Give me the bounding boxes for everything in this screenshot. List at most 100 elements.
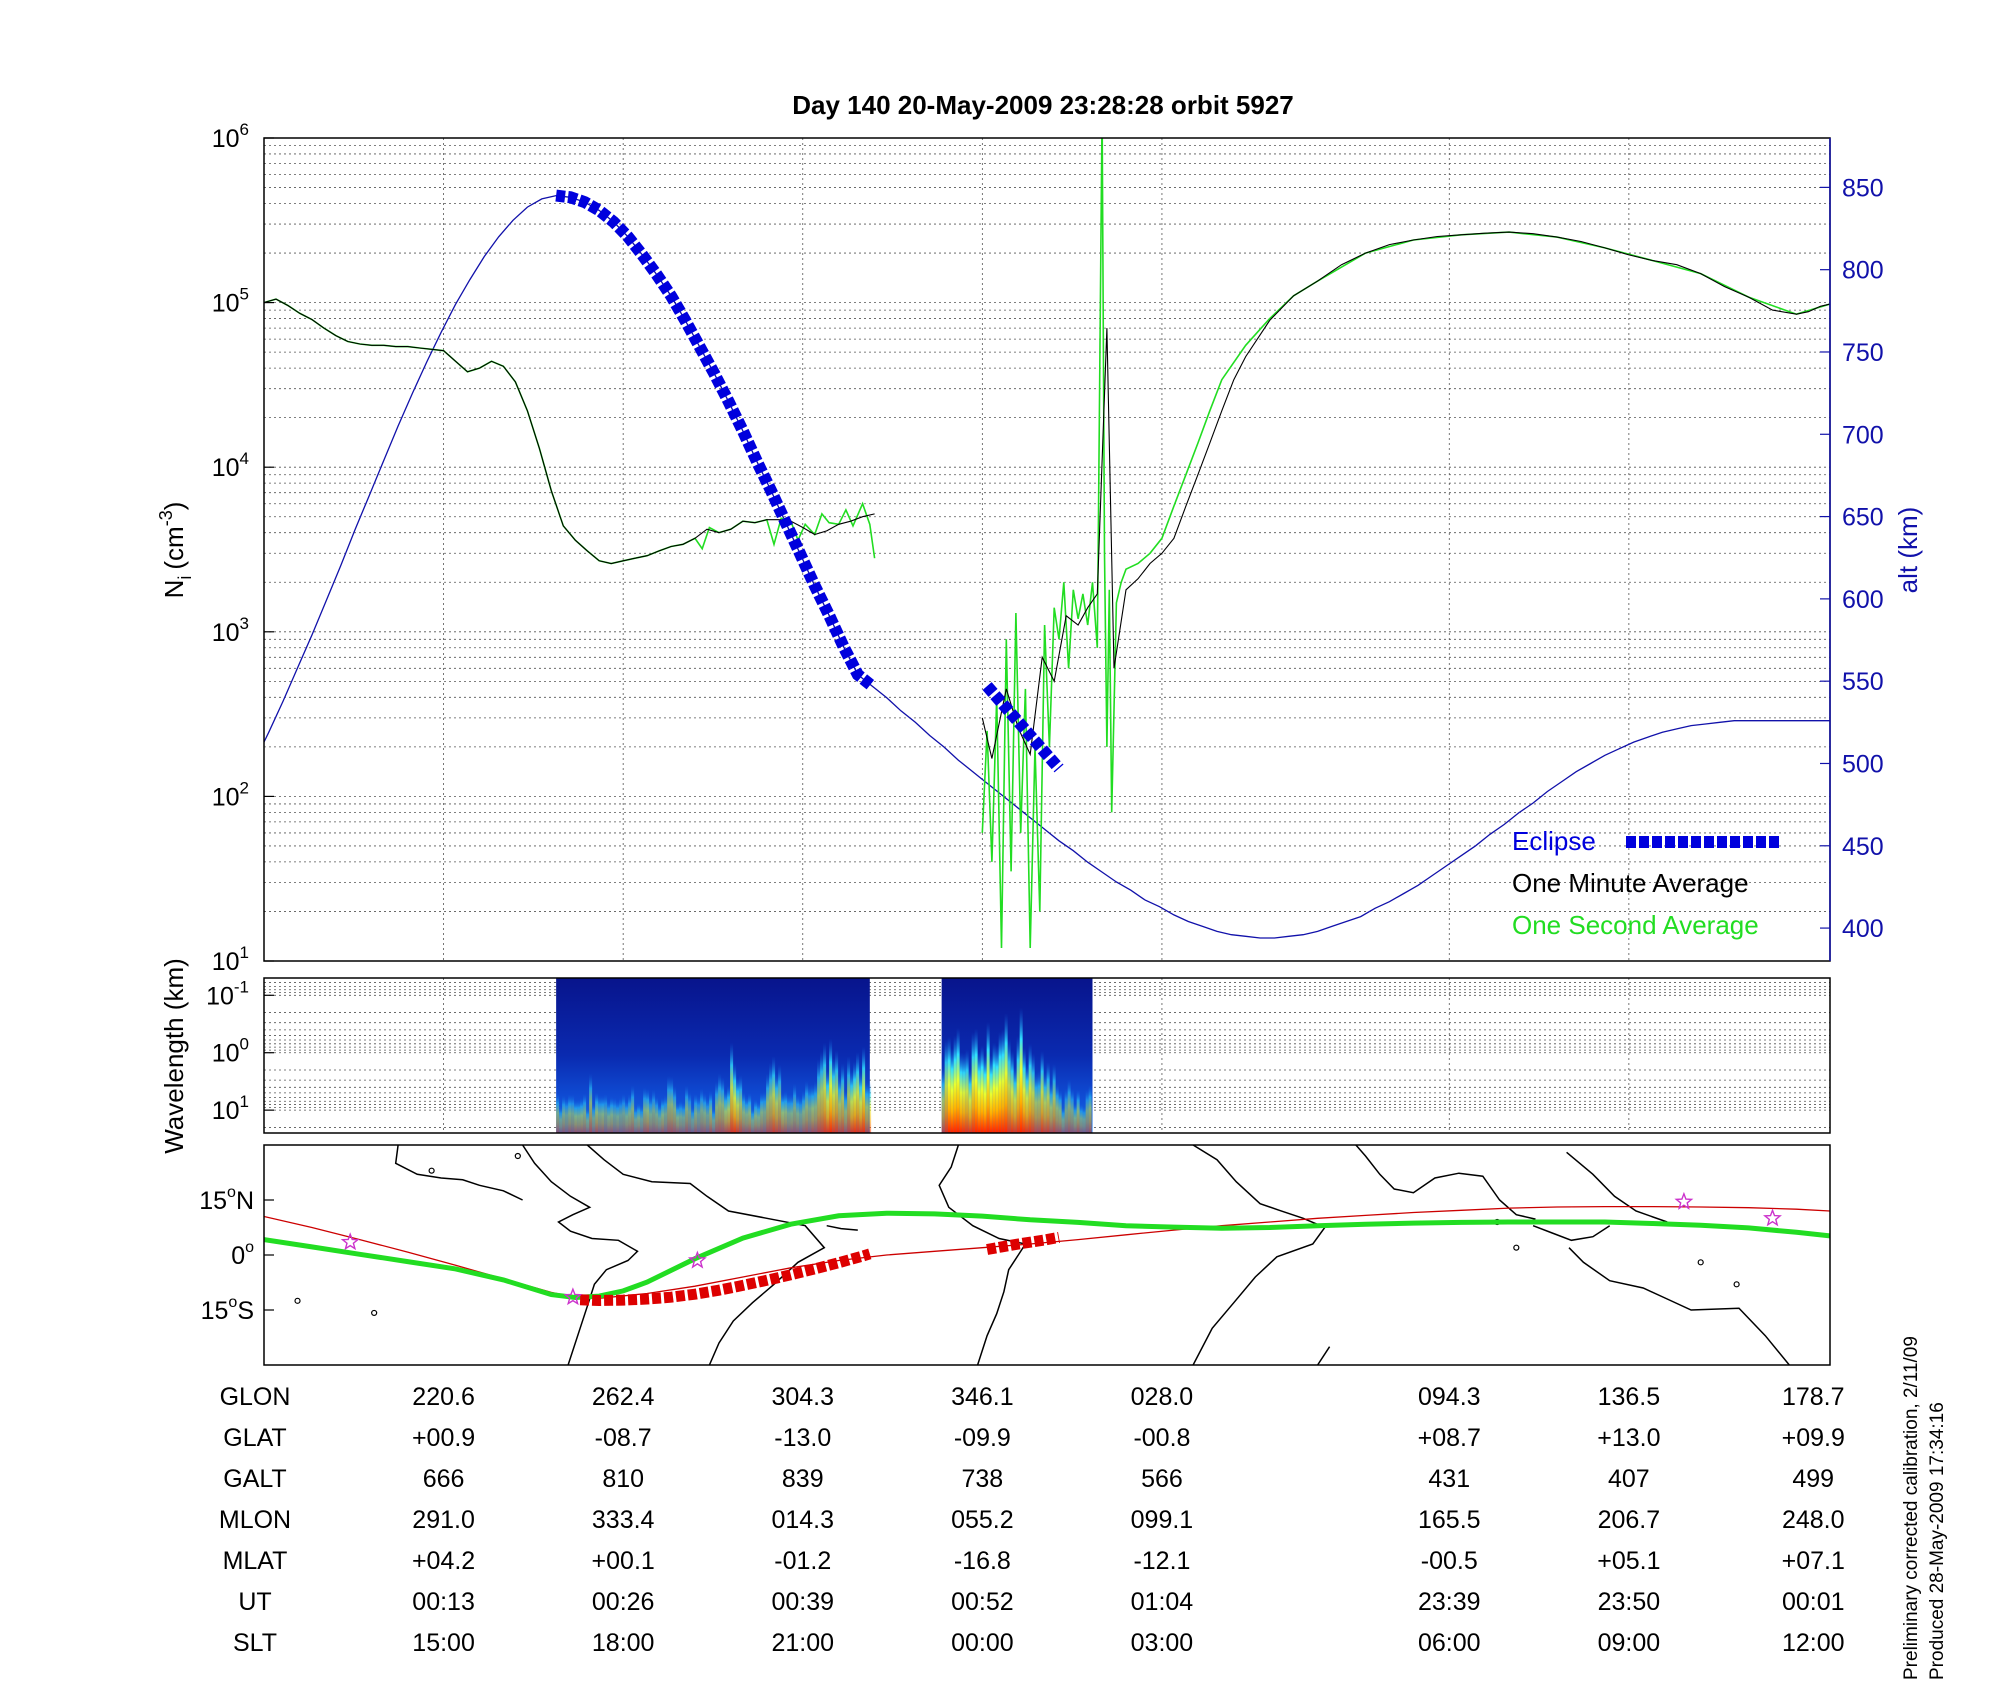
ion-density-grid <box>264 138 1830 962</box>
spectrogram-column <box>856 1051 860 1133</box>
ground-track-frame <box>263 1144 1831 1366</box>
spectrogram-column <box>562 1095 566 1133</box>
spectrogram-column <box>793 1083 797 1133</box>
table-cell: +07.1 <box>1782 1547 1845 1575</box>
table-cell: 00:39 <box>771 1588 834 1616</box>
spectrogram-column <box>748 1092 752 1133</box>
spectrogram-column <box>965 1049 969 1133</box>
coastline <box>1355 1145 1536 1220</box>
coastline <box>826 1224 858 1231</box>
table-cell: 03:00 <box>1131 1629 1194 1657</box>
spectrogram-column <box>1067 1079 1071 1133</box>
ion-density-y-tick-label: 105 <box>212 285 249 318</box>
spectrogram-column <box>622 1093 626 1133</box>
spectrogram-column <box>754 1099 758 1133</box>
spectrogram-column <box>781 1092 785 1133</box>
table-cell: 333.4 <box>592 1506 655 1534</box>
table-cell: 06:00 <box>1418 1629 1481 1657</box>
tick-base: 10 <box>212 1097 240 1125</box>
spectrogram-column <box>790 1093 794 1133</box>
spectrogram-column <box>971 1032 975 1133</box>
table-cell: 178.7 <box>1782 1383 1845 1411</box>
table-cell: 15:00 <box>412 1629 475 1657</box>
spectrogram-column <box>980 1045 984 1133</box>
table-cell: 262.4 <box>592 1383 655 1411</box>
spectrogram-column <box>989 1055 993 1133</box>
spectrogram-column <box>992 1042 996 1133</box>
spectrogram-column <box>826 1070 830 1133</box>
tick-exponent: -1 <box>234 977 249 996</box>
coastline <box>394 1145 523 1201</box>
spectrogram-column <box>598 1095 602 1133</box>
one-minute-average-line-2 <box>981 231 1830 759</box>
coastline <box>1532 1224 1611 1242</box>
tick-base: 10 <box>206 982 234 1010</box>
spectrogram-column <box>577 1099 581 1133</box>
spectrogram-column <box>745 1095 749 1133</box>
spectrogram-column <box>640 1105 644 1133</box>
table-cell: -09.9 <box>954 1424 1011 1452</box>
spectrogram-column <box>1007 1038 1011 1133</box>
table-cell: -01.2 <box>774 1547 831 1575</box>
spectrogram-column <box>1037 1070 1041 1133</box>
spectrogram-column <box>769 1062 773 1133</box>
spectrogram-column <box>604 1093 608 1133</box>
table-cell: 014.3 <box>771 1506 834 1534</box>
spectrogram-column <box>673 1085 677 1133</box>
spectrogram-column <box>974 1028 978 1133</box>
spectrogram-column <box>1085 1089 1089 1133</box>
spectrogram-column <box>625 1099 629 1133</box>
table-row-label: MLON <box>219 1506 291 1534</box>
orbit-parameter-table: GLON 220.6 262.4 304.3 346.1 028.0 094.3 136.5 1… <box>219 1383 1845 1657</box>
table-cell: 666 <box>423 1465 465 1493</box>
spectrogram-column <box>634 1106 638 1133</box>
spectrogram-column <box>757 1101 761 1133</box>
spectrogram-column <box>667 1075 671 1133</box>
spectrogram-column <box>1088 1084 1092 1133</box>
table-row-label: GALT <box>223 1465 286 1493</box>
spectrogram-column <box>586 1108 590 1133</box>
spectrogram-column <box>1061 1106 1065 1133</box>
spectrogram-column <box>796 1094 800 1133</box>
island <box>428 1167 435 1174</box>
spectrogram-column <box>844 1090 848 1133</box>
spectrogram-column <box>691 1106 695 1133</box>
spectrogram-column <box>613 1097 617 1133</box>
table-cell: +00.1 <box>592 1547 655 1575</box>
spectrogram-column <box>847 1056 851 1133</box>
spectrogram-column <box>763 1090 767 1133</box>
lat-degree: o <box>227 1184 236 1201</box>
spectrogram-column <box>565 1097 569 1133</box>
wavelength-grid <box>264 977 1830 1133</box>
spectrogram-column <box>1022 1047 1026 1133</box>
satellite-track-line <box>264 1210 1830 1301</box>
table-cell: 028.0 <box>1131 1383 1194 1411</box>
altitude-y-label: alt (km) <box>1893 507 1923 594</box>
wavelength-y-label: Wavelength (km) <box>159 958 189 1154</box>
spectrogram-column <box>1052 1063 1056 1133</box>
ylabel-sup: -3 <box>156 510 176 526</box>
coastline <box>1566 1151 1668 1223</box>
table-cell: 01:04 <box>1131 1588 1194 1616</box>
altitude-y-tick-label: 500 <box>1842 750 1884 778</box>
spectrogram-column <box>724 1090 728 1133</box>
spectrogram-column <box>1001 1028 1005 1133</box>
spectrogram-column <box>685 1085 689 1133</box>
spectrogram-column <box>742 1091 746 1133</box>
ground-track-plot <box>264 1191 1830 1307</box>
spectrogram-column <box>559 1106 563 1133</box>
ion-density-y-tick-label: 104 <box>212 449 249 482</box>
spectrogram-column <box>739 1075 743 1133</box>
spectrogram-column <box>574 1099 578 1133</box>
table-cell: 248.0 <box>1782 1506 1845 1534</box>
table-cell: -00.5 <box>1421 1547 1478 1575</box>
wavelength-y-tick-label: 100 <box>212 1035 249 1068</box>
altitude-y-ticks: 400 450 500 550 600 650 700 750 800 850 <box>1820 174 1884 943</box>
spectrogram-column <box>862 1046 866 1133</box>
spectrogram-column <box>760 1091 764 1133</box>
lat-value: 15 <box>201 1297 229 1325</box>
altitude-y-tick-label: 800 <box>1842 257 1884 285</box>
